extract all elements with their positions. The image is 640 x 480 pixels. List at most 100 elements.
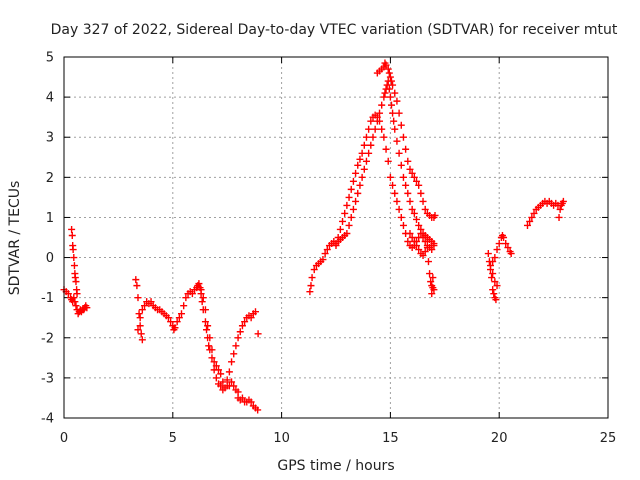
data-point xyxy=(69,246,77,254)
data-point xyxy=(386,73,394,81)
data-point xyxy=(214,366,222,374)
data-point xyxy=(413,215,421,223)
data-point xyxy=(234,388,242,396)
data-point xyxy=(406,165,414,173)
x-tick-label: 0 xyxy=(60,431,68,446)
data-point xyxy=(386,93,394,101)
data-point xyxy=(204,322,212,330)
data-point xyxy=(70,262,78,270)
data-point xyxy=(559,197,567,205)
data-point xyxy=(68,225,76,233)
data-point xyxy=(136,322,144,330)
data-point xyxy=(404,189,412,197)
data-point xyxy=(491,278,499,286)
data-point xyxy=(378,101,386,109)
data-point xyxy=(212,362,220,370)
data-point xyxy=(415,181,423,189)
data-point xyxy=(419,197,427,205)
data-point xyxy=(530,209,538,217)
data-point xyxy=(254,330,262,338)
data-point xyxy=(225,368,233,376)
y-axis-label: SDTVAR / TECUs xyxy=(7,181,23,296)
data-point xyxy=(321,250,329,258)
data-point xyxy=(484,250,492,258)
data-point xyxy=(381,89,389,97)
data-point xyxy=(241,318,249,326)
data-point xyxy=(504,244,512,252)
data-point xyxy=(72,278,80,286)
data-point xyxy=(490,290,498,298)
data-point xyxy=(406,197,414,205)
y-tick-label: 4 xyxy=(46,91,54,106)
data-point xyxy=(395,205,403,213)
data-point xyxy=(171,324,179,332)
data-point xyxy=(395,149,403,157)
data-point xyxy=(365,149,373,157)
data-point xyxy=(380,133,388,141)
data-point xyxy=(141,302,149,310)
data-point xyxy=(528,213,536,221)
data-point xyxy=(251,308,259,316)
data-point xyxy=(385,69,393,77)
data-point xyxy=(421,238,429,246)
data-point xyxy=(134,294,142,302)
data-point xyxy=(362,157,370,165)
data-point xyxy=(410,209,418,217)
data-point xyxy=(423,244,431,252)
y-tick-label: 2 xyxy=(46,171,54,186)
data-point xyxy=(323,246,331,254)
data-point xyxy=(310,266,318,274)
data-point xyxy=(382,145,390,153)
data-point xyxy=(419,252,427,260)
data-point xyxy=(408,169,416,177)
data-point xyxy=(188,290,196,298)
data-point xyxy=(167,318,175,326)
data-point xyxy=(197,286,205,294)
data-point xyxy=(232,342,240,350)
data-point xyxy=(430,242,438,250)
data-point xyxy=(421,205,429,213)
data-point xyxy=(254,406,262,414)
data-point xyxy=(389,81,397,89)
data-point xyxy=(336,225,344,233)
data-point xyxy=(234,334,242,342)
data-point xyxy=(223,376,231,384)
data-point xyxy=(489,258,497,266)
data-point xyxy=(198,298,206,306)
data-point xyxy=(70,294,78,302)
x-tick-label: 20 xyxy=(491,431,508,446)
data-point xyxy=(341,209,349,217)
data-point xyxy=(371,125,379,133)
y-tick-label: 5 xyxy=(46,51,54,66)
data-point xyxy=(410,173,418,181)
data-point xyxy=(339,217,347,225)
data-point xyxy=(247,314,255,322)
y-tick-label: -4 xyxy=(41,412,54,427)
data-point xyxy=(415,221,423,229)
data-point xyxy=(352,197,360,205)
data-point xyxy=(205,342,213,350)
data-point xyxy=(431,211,439,219)
data-point xyxy=(206,334,214,342)
data-point xyxy=(486,262,494,270)
data-point xyxy=(332,242,340,250)
data-point xyxy=(395,109,403,117)
data-point xyxy=(70,254,78,262)
data-point xyxy=(354,161,362,169)
data-point xyxy=(72,302,80,310)
data-point xyxy=(173,318,181,326)
data-point xyxy=(417,229,425,237)
data-point xyxy=(399,221,407,229)
x-tick-label: 15 xyxy=(382,431,399,446)
data-point xyxy=(391,189,399,197)
data-point xyxy=(404,157,412,165)
data-point xyxy=(393,97,401,105)
y-tick-label: 0 xyxy=(46,251,54,266)
data-point xyxy=(345,221,353,229)
data-point xyxy=(349,205,357,213)
data-point xyxy=(132,276,140,284)
data-point xyxy=(136,314,144,322)
data-point xyxy=(345,193,353,201)
plot-frame xyxy=(63,56,609,419)
data-point xyxy=(182,294,190,302)
